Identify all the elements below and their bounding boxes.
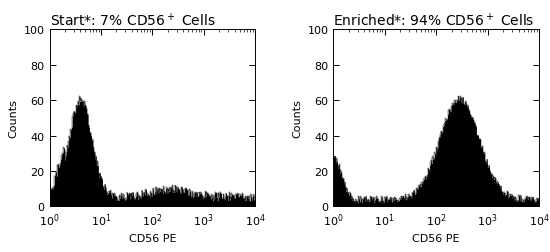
Text: Enriched*: 94% CD56$^+$ Cells: Enriched*: 94% CD56$^+$ Cells xyxy=(333,12,535,29)
X-axis label: CD56 PE: CD56 PE xyxy=(129,234,176,243)
X-axis label: CD56 PE: CD56 PE xyxy=(412,234,460,243)
Y-axis label: Counts: Counts xyxy=(292,99,302,138)
Text: Start*: 7% CD56$^+$ Cells: Start*: 7% CD56$^+$ Cells xyxy=(50,12,215,29)
Y-axis label: Counts: Counts xyxy=(8,99,18,138)
